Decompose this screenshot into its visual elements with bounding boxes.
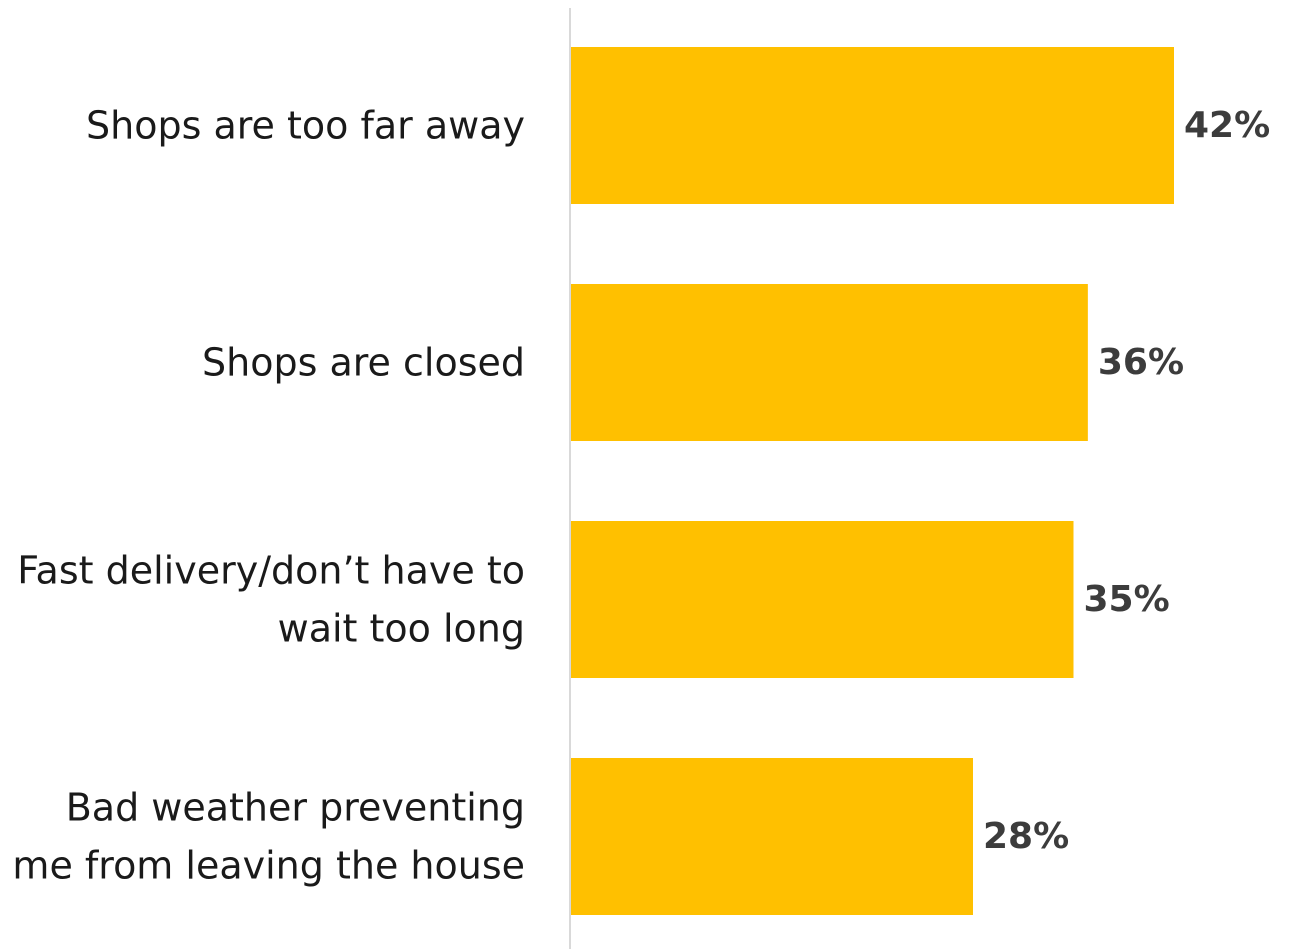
bar-3 <box>571 758 973 915</box>
bars-group <box>571 47 1174 915</box>
category-labels-group: Shops are too far away Shops are closed Fa… <box>12 104 525 888</box>
category-label-1: Shops are closed <box>202 341 525 385</box>
category-label-0: Shops are too far away <box>86 104 525 148</box>
value-label-1: 36% <box>1098 342 1184 383</box>
bar-2 <box>571 521 1074 678</box>
category-label-line: Bad weather preventing <box>66 786 525 830</box>
value-label-3: 28% <box>983 816 1069 857</box>
category-label-line: wait too long <box>278 607 525 651</box>
value-label-2: 35% <box>1084 579 1170 620</box>
value-label-0: 42% <box>1184 105 1270 146</box>
category-label-line: Shops are too far away <box>86 104 525 148</box>
category-label-line: Shops are closed <box>202 341 525 385</box>
category-label-line: Fast delivery/don’t have to <box>17 549 525 593</box>
category-label-2: Fast delivery/don’t have to wait too long <box>17 549 525 651</box>
bar-1 <box>571 284 1088 441</box>
bar-0 <box>571 47 1174 204</box>
value-labels-group: 42% 36% 35% 28% <box>983 105 1270 857</box>
category-label-3: Bad weather preventing me from leaving th… <box>12 786 525 888</box>
category-label-line: me from leaving the house <box>12 844 525 888</box>
